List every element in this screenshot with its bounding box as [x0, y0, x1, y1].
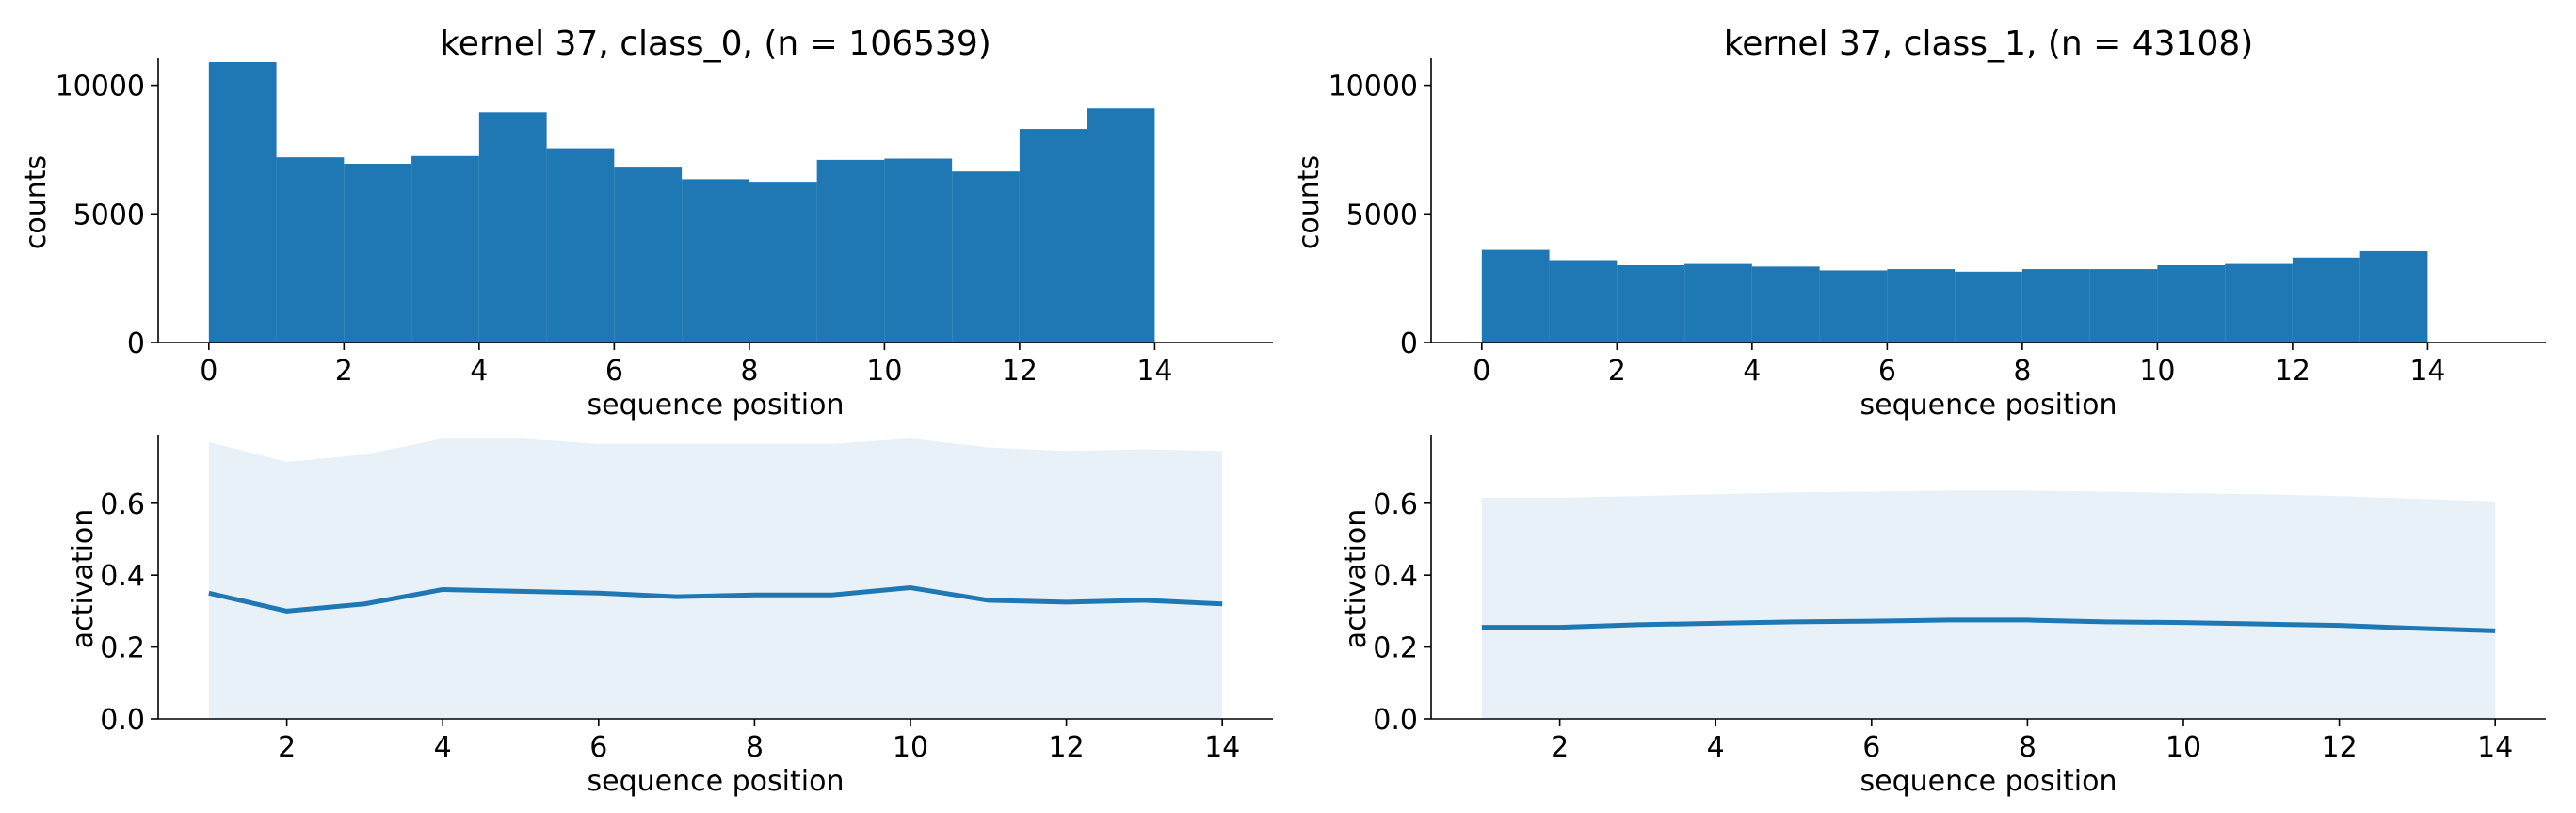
x-tick-label: 6: [605, 355, 623, 388]
histogram-bar: [749, 182, 817, 343]
histogram-bar: [1819, 270, 1888, 343]
x-axis-label: sequence position: [588, 389, 845, 422]
x-tick-label: 14: [1204, 731, 1240, 764]
x-tick-label: 8: [2019, 731, 2037, 764]
histogram-bar: [1617, 264, 1685, 343]
histogram-bar: [411, 155, 479, 343]
x-axis-label: sequence position: [1860, 765, 2117, 798]
y-tick-label: 0.4: [1373, 560, 1418, 593]
y-tick-label: 10000: [56, 71, 145, 104]
panel-2: 2 4 6 8 10 12 14 0.0 0.2 0.4 0.6 sequence position a…: [67, 435, 1273, 798]
chart-title: kernel 37, class_0, (n = 106539): [440, 24, 991, 63]
y-tick-label: 5000: [1346, 199, 1418, 231]
y-tick-label: 0.0: [1373, 704, 1418, 737]
histogram-bar: [1087, 108, 1155, 343]
y-tick-label: 0.6: [100, 488, 145, 521]
x-tick-label: 6: [1878, 355, 1896, 388]
histogram-bar: [1019, 129, 1087, 343]
panel-0: 0 2 4 6 8 10 12 14 0 5000 10000 sequence position co…: [20, 24, 1273, 422]
y-tick-label: 10000: [1328, 71, 1418, 104]
x-tick-label: 8: [2013, 355, 2031, 388]
x-tick-label: 0: [200, 355, 217, 388]
x-tick-label: 12: [1048, 731, 1084, 764]
activation-band: [208, 438, 1223, 719]
histogram-bar: [1684, 263, 1752, 343]
x-tick-label: 2: [335, 355, 353, 388]
y-axis-label: counts: [1293, 155, 1326, 249]
histogram-bar: [478, 112, 547, 343]
x-tick-label: 2: [1551, 731, 1569, 764]
histogram-bar: [884, 158, 953, 343]
histogram-bar: [2225, 263, 2293, 343]
histogram-bar: [952, 171, 1020, 343]
x-tick-label: 0: [1473, 355, 1490, 388]
x-tick-label: 14: [2409, 355, 2445, 388]
y-tick-label: 0: [127, 327, 145, 360]
x-tick-label: 6: [1862, 731, 1880, 764]
histogram-bar: [1549, 260, 1618, 343]
histogram-bar: [614, 167, 683, 343]
activation-band: [1481, 490, 2496, 719]
histogram-bar: [546, 148, 615, 343]
x-tick-label: 4: [1743, 355, 1761, 388]
x-tick-label: 10: [893, 731, 928, 764]
histogram-bar: [344, 163, 412, 343]
y-tick-label: 0.2: [1373, 632, 1418, 665]
y-tick-label: 0.0: [100, 704, 145, 737]
histogram-bar: [2021, 269, 2090, 343]
y-tick-label: 0: [1400, 327, 1418, 360]
histogram-bar: [276, 157, 345, 343]
x-tick-label: 6: [589, 731, 607, 764]
x-tick-label: 14: [2477, 731, 2513, 764]
y-tick-label: 0.2: [100, 632, 145, 665]
x-tick-label: 10: [2139, 355, 2175, 388]
y-tick-label: 0.6: [1373, 488, 1418, 521]
x-tick-label: 12: [2275, 355, 2310, 388]
x-tick-label: 14: [1136, 355, 1172, 388]
histogram-bar: [2089, 269, 2158, 343]
x-axis-label: sequence position: [1860, 389, 2117, 422]
panel-1: 0 2 4 6 8 10 12 14 0 5000 10000 sequence position co…: [1293, 24, 2546, 422]
histogram-bar: [2292, 257, 2360, 343]
histogram-bar: [1887, 269, 1956, 343]
histogram-bar: [2157, 264, 2226, 343]
activation-line: [208, 585, 1223, 614]
x-tick-label: 12: [2321, 731, 2357, 764]
histogram-bar: [1481, 249, 1550, 343]
chart-title: kernel 37, class_1, (n = 43108): [1724, 24, 2254, 63]
panel-3: 2 4 6 8 10 12 14 0.0 0.2 0.4 0.6 sequence position a…: [1340, 435, 2546, 798]
x-tick-label: 4: [470, 355, 488, 388]
histogram-bar: [1751, 266, 1820, 343]
histogram-bar: [816, 159, 885, 343]
y-axis-label: activation: [67, 509, 100, 649]
x-axis-label: sequence position: [588, 765, 845, 798]
histogram-bar: [1955, 271, 2022, 343]
x-tick-label: 8: [746, 731, 764, 764]
histogram-bar: [2359, 250, 2428, 343]
histogram-bar: [682, 179, 749, 343]
x-tick-label: 8: [740, 355, 758, 388]
y-tick-label: 5000: [73, 199, 145, 231]
x-tick-label: 10: [2165, 731, 2201, 764]
histogram-bar: [208, 62, 277, 343]
x-tick-label: 2: [1608, 355, 1626, 388]
x-tick-label: 12: [1002, 355, 1038, 388]
activation-line: [1481, 617, 2496, 633]
y-tick-label: 0.4: [100, 560, 145, 593]
x-tick-label: 4: [434, 731, 452, 764]
x-tick-label: 4: [1707, 731, 1725, 764]
y-axis-label: activation: [1340, 509, 1373, 649]
y-axis-label: counts: [20, 155, 53, 249]
x-tick-label: 10: [866, 355, 902, 388]
x-tick-label: 2: [278, 731, 296, 764]
